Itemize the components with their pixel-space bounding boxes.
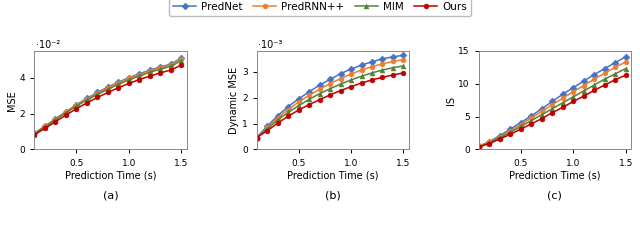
Y-axis label: IS: IS xyxy=(445,96,456,105)
Y-axis label: Dynamic MSE: Dynamic MSE xyxy=(229,67,239,134)
Text: (a): (a) xyxy=(102,191,118,201)
Legend: PredNet, PredRNN++, MIM, Ours: PredNet, PredRNN++, MIM, Ours xyxy=(169,0,471,16)
X-axis label: Prediction Time (s): Prediction Time (s) xyxy=(287,170,378,180)
Y-axis label: MSE: MSE xyxy=(7,90,17,110)
X-axis label: Prediction Time (s): Prediction Time (s) xyxy=(509,170,601,180)
Text: ·10⁻²: ·10⁻² xyxy=(36,40,60,50)
Text: (c): (c) xyxy=(547,191,563,201)
Text: (b): (b) xyxy=(325,191,340,201)
X-axis label: Prediction Time (s): Prediction Time (s) xyxy=(65,170,156,180)
Text: ·10⁻³: ·10⁻³ xyxy=(258,40,283,50)
